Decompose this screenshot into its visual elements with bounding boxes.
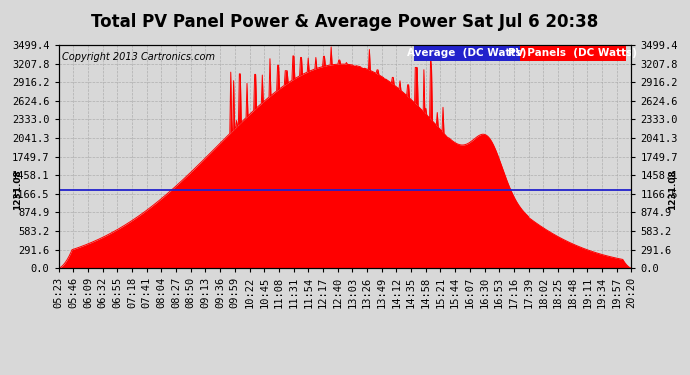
Text: Total PV Panel Power & Average Power Sat Jul 6 20:38: Total PV Panel Power & Average Power Sat… (91, 13, 599, 31)
Text: 1231.08: 1231.08 (13, 169, 22, 210)
Text: 1231.08: 1231.08 (668, 169, 677, 210)
Text: Copyright 2013 Cartronics.com: Copyright 2013 Cartronics.com (61, 52, 215, 62)
